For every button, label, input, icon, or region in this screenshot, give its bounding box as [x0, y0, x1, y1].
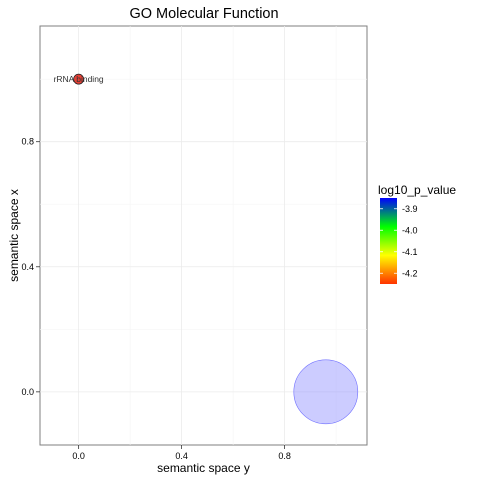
- y-tick-label: 0.8: [21, 137, 34, 147]
- grid-lines: [40, 26, 367, 445]
- chart-title: GO Molecular Function: [129, 6, 278, 22]
- data-point: [293, 359, 359, 425]
- x-tick-label: 0.0: [72, 451, 85, 461]
- plot-area: rRNA binding: [39, 25, 368, 446]
- y-tick-label: 0.4: [21, 262, 34, 272]
- y-tick-label: 0.0: [21, 387, 34, 397]
- y-axis-title: semantic space x: [7, 189, 21, 282]
- point-label: rRNA binding: [54, 74, 104, 84]
- legend-ticks: -3.9 -4.0 -4.1 -4.2: [380, 204, 418, 278]
- legend-title: log10_p_value: [378, 183, 456, 197]
- color-legend: log10_p_value -3.9 -4.0 -4.1 -4.2: [378, 183, 456, 284]
- x-tick-label: 0.8: [278, 451, 291, 461]
- legend-tick-label: -3.9: [402, 204, 418, 214]
- data-point: [73, 73, 85, 85]
- y-axis-ticks: 0.0 0.4 0.8: [21, 137, 40, 397]
- legend-tick-label: -4.1: [402, 247, 418, 257]
- plot-panel: [39, 25, 368, 446]
- legend-tick-label: -4.0: [402, 225, 418, 235]
- legend-tick-label: -4.2: [402, 268, 418, 278]
- x-axis-title: semantic space y: [157, 461, 250, 475]
- x-tick-label: 0.4: [175, 451, 188, 461]
- legend-color-bar: [380, 198, 397, 284]
- x-axis-ticks: 0.0 0.4 0.8: [72, 445, 291, 461]
- data-points: rRNA binding: [54, 73, 359, 425]
